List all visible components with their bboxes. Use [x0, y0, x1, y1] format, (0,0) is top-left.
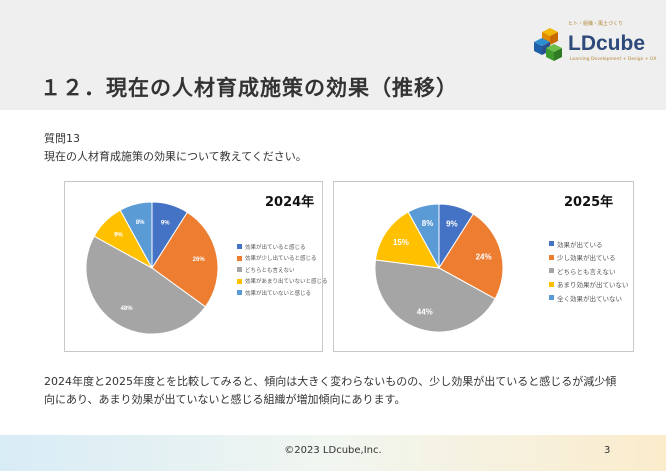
legend-swatch — [549, 241, 554, 247]
ldcube-logo: ヒト・組織・風土づくり LDcube Learning Development … — [532, 16, 656, 68]
legend-swatch — [237, 267, 242, 273]
legend-label: 効果があまり出ていないと感じる — [245, 279, 328, 286]
legend-swatch — [549, 295, 554, 301]
summary-text: 2024年度と2025年度とを比較してみると、傾向は大きく変わらないものの、少し… — [44, 375, 617, 406]
pie-data-label: 8% — [136, 220, 145, 226]
legend-item: 効果が少し出ていると感じる — [237, 253, 328, 265]
legend-label: 効果が出ていないと感じる — [245, 290, 312, 297]
pie-data-label: 44% — [417, 308, 433, 317]
legend-item: 効果があまり出ていないと感じる — [237, 276, 328, 288]
pie-chart-2024: 9% 26% 48% 9% 8% 2024年 効果が出ていると感じる 効果が少し出ている… — [64, 181, 328, 352]
chart-title-2024: 2024年 — [265, 195, 315, 210]
legend-swatch — [237, 290, 242, 296]
question-label: 質問13 — [44, 132, 80, 145]
pie-data-label: 48% — [121, 306, 134, 312]
pie-data-label: 26% — [193, 257, 206, 263]
pie-slice — [85, 235, 207, 335]
pie-data-label: 9% — [161, 220, 170, 226]
legend-swatch — [549, 281, 554, 287]
legend-label: どちらとも言えない — [557, 267, 616, 276]
cube-logo-icon — [534, 28, 562, 61]
legend-swatch — [549, 254, 554, 260]
pie-data-label: 9% — [114, 233, 123, 239]
chart-legend-2024: 効果が出ていると感じる 効果が少し出ていると感じる どちらとも言えない 効果があ… — [237, 241, 328, 299]
legend-swatch — [237, 255, 242, 261]
legend-label: あまり効果が出ていない — [557, 281, 629, 290]
pie-data-label: 9% — [446, 220, 458, 229]
legend-item: 効果が出ていないと感じる — [237, 287, 328, 299]
pie-slice — [407, 203, 440, 269]
pie-slice — [438, 213, 504, 300]
legend-item: 効果が出ていると感じる — [237, 241, 328, 253]
pie-slice — [119, 201, 153, 269]
legend-item: どちらとも言えない — [237, 264, 328, 276]
question-text: 現在の人材育成施策の効果について教えてください。 — [44, 150, 307, 163]
pie-slice — [374, 259, 496, 333]
chart-legend-2025: 効果が出ている 少し効果が出ている どちらとも言えない あまり効果が出ていない … — [549, 237, 629, 305]
legend-label: 効果が出ていると感じる — [245, 244, 306, 251]
pie-data-label: 8% — [422, 219, 434, 228]
legend-swatch — [237, 278, 242, 284]
page-number: 3 — [604, 445, 611, 456]
legend-item: 効果が出ている — [549, 237, 629, 251]
legend-label: 少し効果が出ている — [557, 254, 616, 263]
logo-tagline: ヒト・組織・風土づくり — [568, 21, 624, 27]
legend-item: 全く効果が出ていない — [549, 291, 629, 305]
legend-label: どちらとも言えない — [245, 267, 295, 274]
footer: ©2023 LDcube,Inc. 3 — [0, 435, 666, 471]
legend-swatch — [549, 268, 554, 274]
logo-text: LDcube — [568, 32, 646, 55]
logo-subtitle: Learning Development + Design + UX — [570, 57, 657, 62]
pie-data-label: 24% — [476, 252, 492, 261]
copyright: ©2023 LDcube,Inc. — [284, 445, 382, 456]
legend-item: 少し効果が出ている — [549, 251, 629, 265]
pie-chart-2025: 9% 24% 44% 15% 8% 2025年 効果が出ている 少し効果が出ている どち… — [333, 181, 634, 352]
slide-title: １２．現在の人材育成施策の効果（推移） — [40, 76, 458, 100]
legend-swatch — [237, 244, 242, 250]
pie-slice — [151, 211, 219, 308]
pie-chart-2024-svg: 9% 26% 48% 9% 8% — [85, 201, 219, 335]
legend-item: あまり効果が出ていない — [549, 278, 629, 292]
legend-label: 効果が少し出ていると感じる — [245, 256, 317, 263]
chart-title-2025: 2025年 — [564, 195, 614, 210]
pie-data-label: 15% — [393, 238, 409, 247]
legend-item: どちらとも言えない — [549, 264, 629, 278]
pie-slice — [374, 211, 440, 269]
pie-chart-2025-svg: 9% 24% 44% 15% 8% — [374, 203, 504, 333]
legend-label: 効果が出ている — [557, 240, 603, 249]
legend-label: 全く効果が出ていない — [557, 294, 622, 303]
